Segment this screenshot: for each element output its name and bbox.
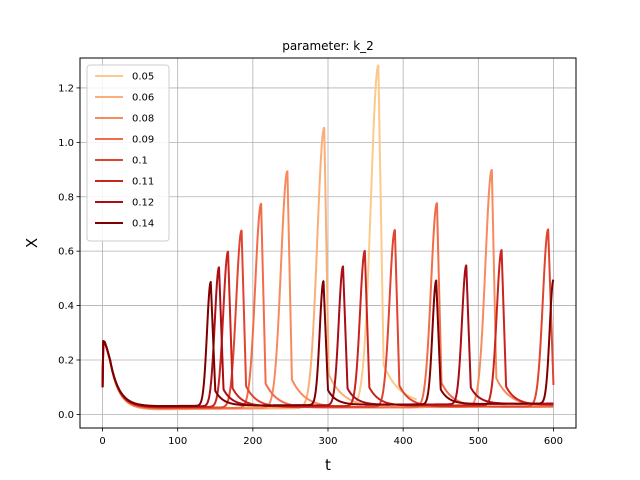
- legend-label: 0.05: [132, 72, 154, 83]
- y-tick-label: 0.8: [58, 192, 74, 203]
- legend-label: 0.12: [132, 198, 154, 209]
- legend-label: 0.09: [132, 135, 154, 146]
- legend-box: [86, 64, 170, 242]
- y-tick-label: 0.6: [58, 247, 74, 258]
- y-axis-label: X: [23, 238, 41, 248]
- y-tick-label: 0.0: [58, 410, 74, 421]
- legend: 0.05 0.06 0.08 0.09 0.1 0.11 0.12 0.14: [86, 64, 170, 242]
- x-tick-label: 600: [544, 436, 563, 447]
- series-line-0.14: [101, 279, 555, 408]
- legend-label: 0.14: [132, 219, 154, 230]
- legend-label: 0.08: [132, 114, 154, 125]
- x-tick-label: 0: [99, 436, 105, 447]
- x-tick-label: 200: [243, 436, 262, 447]
- axis-ticks: 0 100 200 300 400 500 600 0.0 0.2 0.4 0.6 0.8 1.0 1.2: [58, 83, 563, 447]
- x-axis-label: t: [325, 456, 331, 474]
- y-tick-label: 1.2: [58, 83, 74, 94]
- x-tick-label: 300: [318, 436, 337, 447]
- y-tick-label: 1.0: [58, 138, 74, 149]
- legend-label: 0.1: [132, 156, 148, 167]
- y-tick-label: 0.2: [58, 355, 74, 366]
- x-tick-label: 400: [394, 436, 413, 447]
- series-lines: [101, 64, 555, 411]
- y-tick-label: 0.4: [58, 301, 74, 312]
- legend-label: 0.11: [132, 177, 154, 188]
- chart-title: parameter: k_2: [282, 39, 374, 53]
- x-tick-label: 100: [168, 436, 187, 447]
- legend-label: 0.06: [132, 93, 154, 104]
- x-tick-label: 500: [469, 436, 488, 447]
